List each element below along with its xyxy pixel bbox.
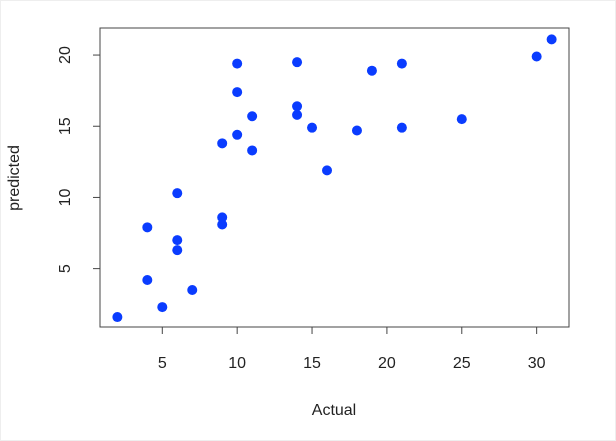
y-axis-label: predicted (6, 145, 23, 211)
point (396, 58, 407, 69)
point (351, 125, 362, 136)
point (217, 212, 228, 223)
point (172, 245, 183, 256)
point (142, 222, 153, 233)
point (366, 65, 377, 76)
point (172, 188, 183, 199)
point (157, 302, 168, 313)
x-tick-label: 20 (378, 355, 396, 372)
point (232, 87, 243, 98)
point (217, 138, 228, 149)
point (292, 57, 303, 68)
point (546, 34, 557, 45)
x-tick-label: 10 (228, 355, 246, 372)
y-tick-label: 15 (57, 117, 74, 135)
x-axis-label: Actual (312, 402, 356, 419)
point (187, 284, 198, 295)
point (142, 275, 153, 286)
point (307, 122, 318, 133)
x-tick-label: 30 (528, 355, 546, 372)
point (172, 235, 183, 246)
point (217, 219, 228, 230)
point (247, 111, 258, 122)
y-tick-label: 10 (57, 188, 74, 206)
point (292, 101, 303, 112)
point (232, 129, 243, 140)
y-tick-label: 20 (57, 46, 74, 64)
point (292, 109, 303, 120)
x-tick-label: 15 (303, 355, 321, 372)
point (232, 58, 243, 69)
point (531, 51, 542, 62)
x-tick-label: 25 (453, 355, 471, 372)
y-tick-label: 5 (57, 264, 74, 273)
point (247, 145, 258, 156)
x-tick-label: 5 (158, 355, 167, 372)
point (322, 165, 333, 176)
point (112, 312, 123, 323)
point (396, 122, 407, 133)
point (456, 114, 467, 125)
